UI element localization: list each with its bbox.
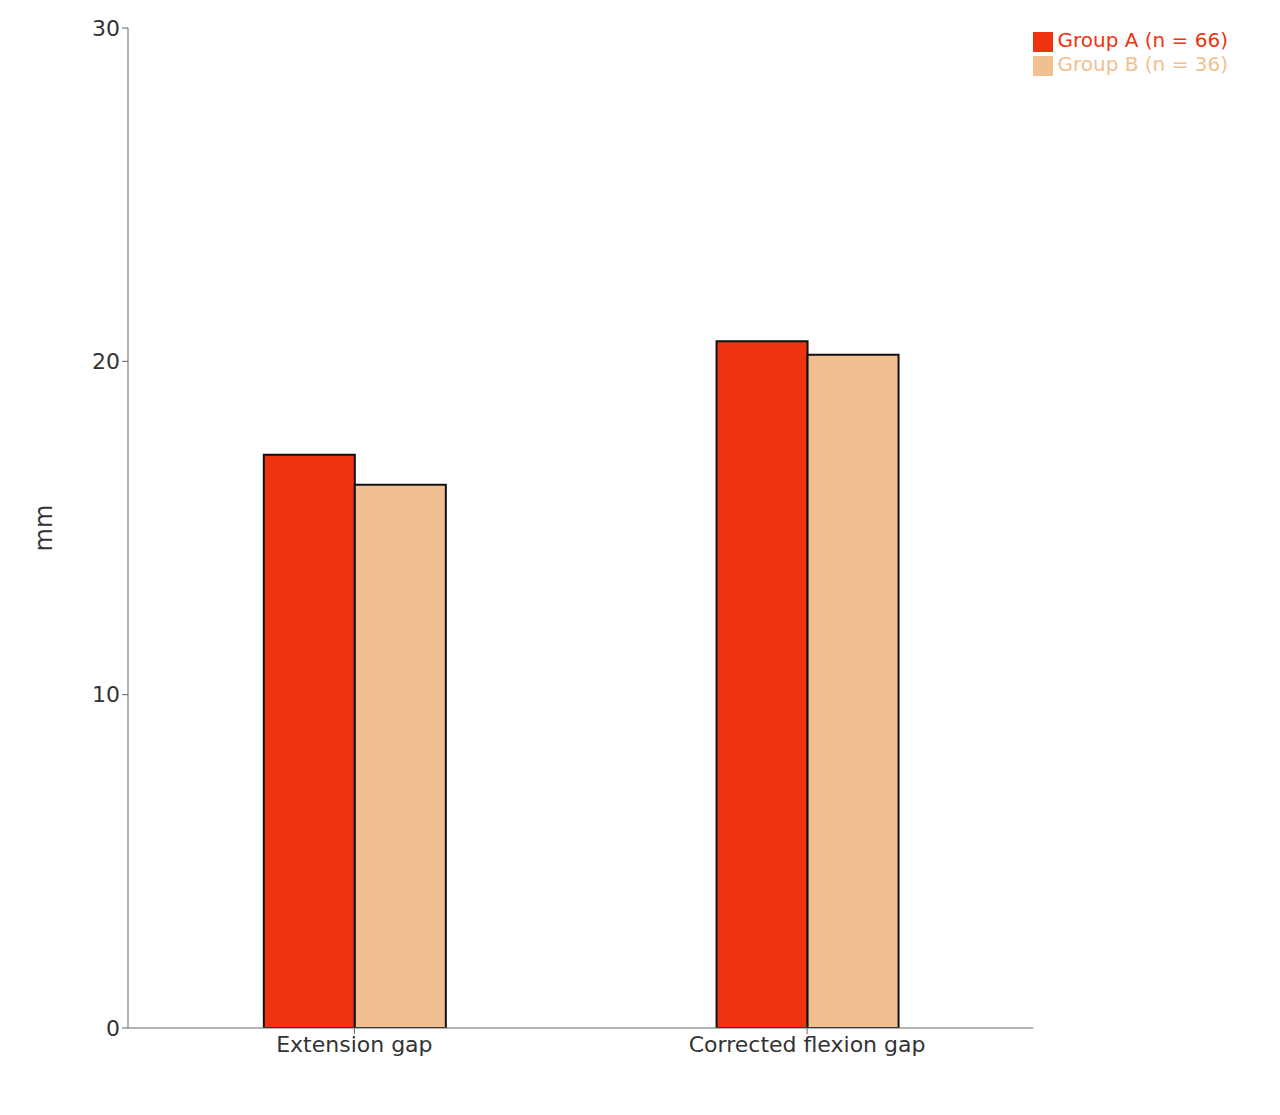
svg-text:20: 20 — [92, 349, 120, 374]
html-text:Group B (n = 36): Group B (n = 36) — [1057, 52, 1228, 76]
svg-text:30: 30 — [92, 16, 120, 41]
html-text:Group A (n = 66): Group A (n = 66) — [1057, 28, 1228, 52]
svg-text:10: 10 — [92, 682, 120, 707]
svg-text:Extension gap: Extension gap — [276, 1032, 432, 1057]
svg-text:Corrected flexion gap: Corrected flexion gap — [689, 1032, 926, 1057]
svg-text:mm: mm — [30, 505, 58, 552]
svg-text:0: 0 — [106, 1016, 120, 1041]
